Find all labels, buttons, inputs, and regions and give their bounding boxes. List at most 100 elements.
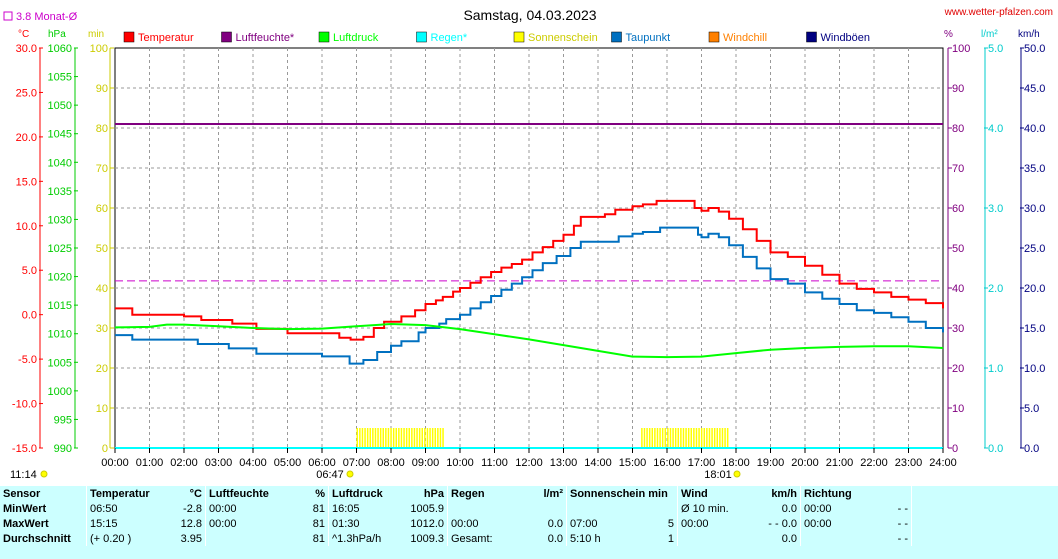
brand-link[interactable]: www.wetter-pfalzen.com [944, 7, 1053, 18]
month-avg-label: 3.8 Monat-Ø [16, 11, 78, 23]
legend-label: Luftfeuchte* [236, 32, 295, 44]
legend-swatch [806, 31, 817, 43]
sun-value: 5 [667, 517, 674, 530]
celsius-tick-label: -10.0 [12, 399, 37, 411]
rain-value: 0.0 [547, 517, 563, 530]
header-wind: Wind [677, 486, 750, 501]
header-richtung: Richtung [800, 486, 857, 501]
sunrise-icon [346, 470, 354, 478]
percent-tick-label: 70 [952, 163, 964, 175]
sunshine-bar [372, 428, 374, 448]
x-tick-label: 02:00 [170, 457, 198, 469]
sunshine-bar [426, 428, 429, 448]
press-time: 16:05 [328, 501, 391, 516]
sunshine-bar [364, 428, 366, 448]
sunshine-bar [687, 428, 690, 448]
temp-time: 06:50 [86, 501, 159, 516]
x-tick-label: 05:00 [274, 457, 302, 469]
min-tick-label: 70 [96, 163, 108, 175]
press-value: 1009.3 [410, 532, 444, 545]
stats-table: Sensor Temperatur °C Luftfeuchte % Luftd… [0, 486, 1058, 559]
header-luftdruck: Luftdruck [328, 486, 391, 501]
sunshine-bar [651, 428, 654, 448]
header-press-unit: hPa [423, 487, 444, 500]
legend-label: Taupunkt [626, 32, 671, 44]
x-tick-label: 11:00 [481, 457, 508, 469]
percent-tick-label: 60 [952, 203, 964, 215]
header-luftfeuchte: Luftfeuchte [205, 486, 282, 501]
sunrise-label: 06:47 [316, 469, 344, 481]
kmh-tick-label: 35.0 [1024, 163, 1045, 175]
hum-time: 00:00 [205, 501, 282, 516]
sunshine-bar [405, 428, 408, 448]
hpa-tick-label: 1030 [48, 214, 72, 226]
sunshine-bar [369, 428, 371, 448]
x-tick-label: 22:00 [860, 457, 888, 469]
sunshine-bar [672, 428, 674, 448]
celsius-tick-label: -15.0 [12, 443, 37, 455]
hpa-tick-label: 1060 [48, 43, 72, 55]
sunshine-bar [416, 428, 418, 448]
sunshine-bar [693, 428, 695, 448]
sunshine-bar [424, 428, 426, 448]
sunshine-bar [690, 428, 693, 448]
sunshine-bar [713, 428, 716, 448]
x-tick-label: 12:00 [515, 457, 543, 469]
sunshine-bar [711, 428, 713, 448]
kmh-tick-label: 45.0 [1024, 83, 1045, 95]
header-hum-unit: % [315, 487, 325, 500]
rain-value: 0.0 [547, 532, 563, 545]
legend-label: Temperatur [138, 32, 194, 44]
x-tick-label: 09:00 [412, 457, 440, 469]
sunshine-bar [431, 428, 434, 448]
legend-swatch [221, 31, 232, 43]
legend-swatch [611, 31, 622, 43]
sun-time: 07:00 [566, 516, 650, 531]
dir-value: - - [897, 502, 908, 515]
sunshine-bar [377, 428, 379, 448]
legend-swatch [708, 31, 720, 43]
series-line-luftdruck [114, 322, 944, 359]
hpa-tick-label: 1055 [48, 72, 72, 84]
celsius-tick-label: -5.0 [18, 354, 37, 366]
lm2-tick-label: 5.0 [988, 43, 1003, 55]
x-tick-label: 03:00 [205, 457, 233, 469]
min-tick-label: 40 [96, 283, 108, 295]
sunshine-bar [418, 428, 421, 448]
x-tick-label: 20:00 [791, 457, 819, 469]
sunshine-bar [685, 428, 687, 448]
sunshine-bar [716, 428, 719, 448]
sun-time: 5:10 h [566, 531, 650, 546]
current-time-label: 11:14 [10, 469, 37, 481]
stats-row-max: MaxWert 15:15 12.8 00:00 81 01:30 1012.0… [0, 516, 1058, 531]
x-tick-label: 21:00 [826, 457, 854, 469]
temp-value: 12.8 [180, 517, 202, 530]
lm2-tick-label: 1.0 [988, 363, 1003, 375]
sun-value: 1 [667, 532, 674, 545]
dir-value: - - [897, 532, 908, 545]
row-label: MinWert [3, 502, 47, 515]
x-tick-label: 06:00 [308, 457, 336, 469]
kmh-tick-label: 30.0 [1024, 203, 1045, 215]
hpa-tick-label: 1010 [48, 329, 72, 341]
sunshine-bar [669, 428, 672, 448]
legend-swatch [318, 31, 330, 43]
hpa-tick-label: 1050 [48, 100, 72, 112]
sunshine-bar [700, 428, 703, 448]
sunshine-bar [654, 428, 656, 448]
x-tick-label: 04:00 [239, 457, 267, 469]
hpa-tick-label: 1035 [48, 186, 72, 198]
stats-header-row: Sensor Temperatur °C Luftfeuchte % Luftd… [0, 486, 1058, 501]
legend-label: Sonnenschein [528, 32, 598, 44]
wind-time: Ø 10 min. [677, 501, 750, 516]
unit-lm2: l/m² [981, 29, 998, 40]
sunshine-bar [398, 428, 400, 448]
kmh-tick-label: 40.0 [1024, 123, 1045, 135]
hum-time [205, 531, 282, 546]
min-tick-label: 100 [90, 43, 108, 55]
legend-swatch [416, 31, 427, 43]
dir-time: 00:00 [800, 516, 857, 531]
month-avg-icon [3, 11, 13, 21]
dir-time [800, 531, 857, 546]
sunshine-bar [403, 428, 405, 448]
